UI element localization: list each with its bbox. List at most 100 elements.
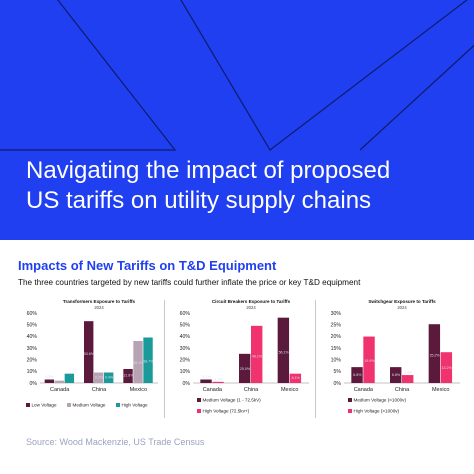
y-tick-label: 40% [180, 334, 191, 340]
y-tick-label: 20% [27, 357, 38, 363]
hero-title-line2: US tariffs on utility supply chains [26, 187, 372, 214]
y-tick-label: 30% [331, 311, 342, 317]
x-tick-label: Canada [203, 387, 223, 393]
bar [64, 373, 75, 383]
chart-year: 2024 [94, 305, 104, 310]
bar [84, 321, 94, 383]
y-tick-label: 25% [331, 322, 342, 328]
y-tick-label: 0% [30, 381, 38, 387]
bar [277, 317, 290, 383]
hero-title-line1: Navigating the impact of proposed [26, 157, 391, 184]
legend-swatch [348, 398, 352, 402]
source-note: Source: Wood Mackenzie, US Trade Census [26, 437, 205, 447]
bar [104, 372, 114, 383]
legend-label: Medium Voltage [73, 403, 106, 408]
y-tick-label: 0% [334, 381, 342, 387]
chart-divider [315, 300, 316, 418]
circuit-breakers-chart: Circuit Breakers Exposure to Tariffs2024… [180, 299, 309, 414]
y-tick-label: 40% [27, 334, 38, 340]
x-tick-label: Mexico [432, 387, 449, 393]
x-tick-label: Mexico [281, 387, 298, 393]
legend-label: High Voltage [122, 403, 148, 408]
y-tick-label: 30% [180, 346, 191, 352]
legend-label: High Voltage (72.5kv+) [203, 409, 250, 414]
decorative-lines [0, 0, 474, 151]
y-tick-label: 10% [180, 369, 191, 375]
data-label: 6.8% [392, 373, 401, 377]
data-label: 9.4% [105, 375, 114, 379]
legend-swatch [197, 398, 201, 402]
x-tick-label: Mexico [130, 387, 147, 393]
data-label: 3.4% [404, 371, 413, 375]
charts-row: Transformers Exposure to Tariffs 2024 0% 10… [14, 296, 464, 424]
legend-label: Medium Voltage (1 - 72.5kV) [203, 398, 262, 403]
bar [289, 373, 302, 383]
y-tick-label: 50% [27, 322, 38, 328]
y-tick-label: 60% [180, 311, 191, 317]
y-tick-label: 20% [180, 357, 191, 363]
data-label: 19.9% [364, 359, 375, 363]
data-label: 38.7% [143, 360, 154, 364]
legend-swatch [348, 409, 352, 413]
section-subtitle: The three countries targeted by new tari… [18, 278, 361, 287]
chart-title: Transformers Exposure to Tariffs [63, 299, 136, 304]
y-tick-label: 5% [334, 369, 342, 375]
x-tick-label: Canada [354, 387, 374, 393]
y-tick-label: 10% [331, 357, 342, 363]
data-label: 12.8% [123, 374, 134, 378]
y-tick-label: 50% [180, 322, 191, 328]
chart-divider [164, 300, 165, 418]
legend-swatch [26, 403, 30, 407]
data-label: 56.1% [279, 351, 290, 355]
data-label: 3.1% [202, 375, 211, 379]
hero-banner: Navigating the impact of proposed US tar… [0, 0, 474, 240]
y-tick-label: 0% [183, 381, 191, 387]
legend-label: High Voltage (>1000v) [354, 409, 400, 414]
y-tick-label: 60% [27, 311, 38, 317]
bar [251, 325, 263, 383]
data-label: 36.1% [133, 361, 144, 365]
hero-title: Navigating the impact of proposed US tar… [26, 156, 466, 216]
x-tick-label: China [395, 387, 410, 393]
bar [143, 337, 153, 383]
bar [44, 379, 55, 383]
bar [428, 324, 441, 383]
bar [212, 381, 224, 383]
y-tick-label: 15% [331, 346, 342, 352]
bar [440, 352, 453, 383]
data-label: 8.1% [292, 376, 301, 380]
y-tick-label: 30% [27, 346, 38, 352]
legend-label: Low Voltage [32, 403, 57, 408]
data-label: 9.2% [95, 375, 104, 379]
chart-year: 2024 [397, 305, 407, 310]
bar [402, 375, 414, 383]
bar [363, 336, 375, 383]
bar [390, 367, 402, 383]
x-tick-label: China [92, 387, 107, 393]
chart-title: Switchgear Exposure to Tariffs [368, 299, 436, 304]
bar [200, 379, 212, 383]
chart-title: Circuit Breakers Exposure to Tariffs [212, 299, 291, 304]
data-label: 49.1% [252, 354, 263, 358]
bar [94, 372, 104, 383]
legend-swatch [197, 409, 201, 413]
bar [239, 353, 251, 383]
data-label: 0.3% [46, 375, 55, 379]
x-tick-label: China [244, 387, 259, 393]
y-tick-label: 20% [331, 334, 342, 340]
x-tick-label: Canada [50, 387, 70, 393]
data-label: 1.1% [214, 377, 223, 381]
data-label: 13.2% [442, 366, 453, 370]
chart-year: 2024 [246, 305, 256, 310]
bar [351, 367, 363, 383]
bar [54, 380, 65, 383]
bar [133, 341, 143, 383]
bar [123, 369, 133, 383]
legend-label: Medium Voltage (<1000v) [354, 398, 407, 403]
section-title: Impacts of New Tariffs on T&D Equipment [18, 258, 277, 273]
legend-swatch [67, 403, 71, 407]
legend-swatch [116, 403, 120, 407]
data-label: 25.0% [240, 367, 251, 371]
